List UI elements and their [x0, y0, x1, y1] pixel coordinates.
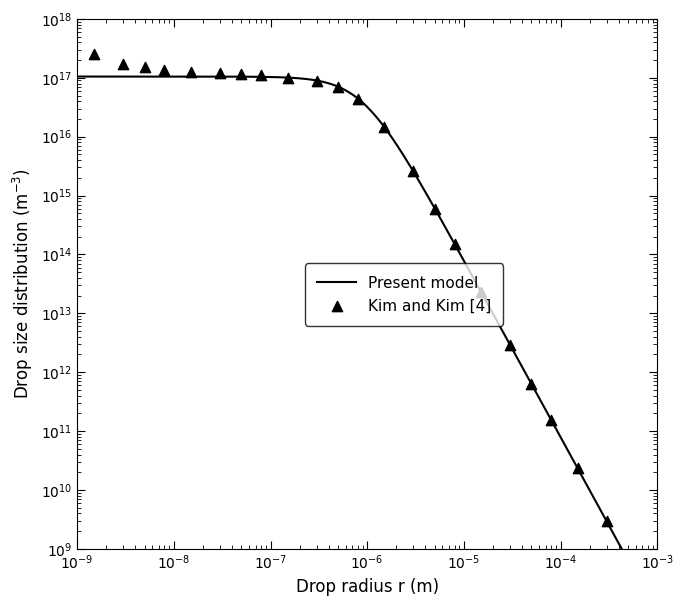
Present model: [139, 73, 147, 80]
Kim and Kim [4]: [186, 67, 197, 76]
Line: Present model: Present model: [77, 76, 657, 607]
Kim and Kim [4]: [311, 76, 322, 86]
Kim and Kim [4]: [333, 82, 344, 92]
Kim and Kim [4]: [118, 59, 129, 69]
Kim and Kim [4]: [352, 93, 363, 103]
Present model: [173, 73, 182, 80]
Kim and Kim [4]: [449, 239, 460, 249]
Present model: [73, 73, 82, 80]
Present model: [580, 475, 588, 483]
Present model: [642, 589, 650, 597]
Kim and Kim [4]: [526, 379, 537, 388]
Kim and Kim [4]: [236, 69, 247, 79]
Kim and Kim [4]: [429, 204, 440, 214]
Y-axis label: Drop size distribution (m$^{-3}$): Drop size distribution (m$^{-3}$): [11, 169, 35, 399]
Present model: [295, 75, 303, 82]
Kim and Kim [4]: [214, 69, 225, 78]
Kim and Kim [4]: [159, 65, 170, 75]
Kim and Kim [4]: [139, 62, 150, 72]
Kim and Kim [4]: [379, 122, 390, 132]
Kim and Kim [4]: [601, 517, 612, 526]
Present model: [321, 78, 329, 86]
Kim and Kim [4]: [505, 340, 516, 350]
Kim and Kim [4]: [282, 73, 293, 83]
Kim and Kim [4]: [572, 463, 583, 473]
Kim and Kim [4]: [256, 70, 266, 80]
X-axis label: Drop radius r (m): Drop radius r (m): [296, 578, 439, 596]
Kim and Kim [4]: [546, 415, 557, 425]
Kim and Kim [4]: [475, 287, 486, 297]
Kim and Kim [4]: [89, 49, 100, 59]
Kim and Kim [4]: [408, 166, 419, 176]
Legend: Present model, Kim and Kim [4]: Present model, Kim and Kim [4]: [306, 263, 503, 325]
